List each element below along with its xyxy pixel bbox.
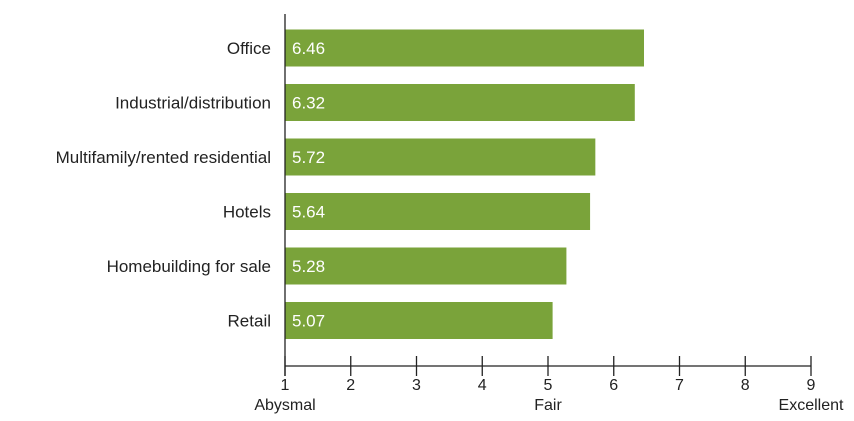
x-axis: 1 2 3 4 5 6 7 8 9 Abysmal Fair Excellent <box>254 14 844 414</box>
bar-value-label: 6.32 <box>292 94 325 113</box>
bar-value-label: 5.64 <box>292 203 325 222</box>
category-label: Retail <box>228 312 271 331</box>
category-label: Industrial/distribution <box>115 94 271 113</box>
bar-value-label: 5.07 <box>292 312 325 331</box>
bar <box>285 193 591 230</box>
x-tick-label: 4 <box>478 377 487 394</box>
bar <box>285 302 553 339</box>
category-label: Multifamily/rented residential <box>56 148 271 167</box>
category-label: Office <box>227 39 271 58</box>
x-anchor-label: Fair <box>534 397 562 414</box>
x-tick-label: 1 <box>281 377 290 394</box>
x-tick-label: 8 <box>741 377 750 394</box>
x-tick-label: 3 <box>412 377 421 394</box>
bar-value-label: 5.28 <box>292 257 325 276</box>
x-anchor-label: Abysmal <box>254 397 315 414</box>
x-tick-label: 9 <box>807 377 816 394</box>
category-label: Hotels <box>223 203 271 222</box>
category-labels-layer: Office Industrial/distribution Multifamily… <box>56 39 271 331</box>
x-tick-label: 7 <box>675 377 684 394</box>
x-tick-label: 5 <box>544 377 553 394</box>
bar <box>285 247 567 285</box>
bar <box>285 84 635 121</box>
bars-layer: 6.46 6.32 5.72 5.64 5.28 5.07 <box>285 29 644 339</box>
bar-value-label: 5.72 <box>292 148 325 167</box>
bar <box>285 29 644 67</box>
bar <box>285 138 596 176</box>
category-label: Homebuilding for sale <box>107 257 271 276</box>
x-tick-label: 2 <box>346 377 355 394</box>
x-tick-label: 6 <box>609 377 618 394</box>
bar-value-label: 6.46 <box>292 39 325 58</box>
x-anchor-label: Excellent <box>779 397 844 414</box>
